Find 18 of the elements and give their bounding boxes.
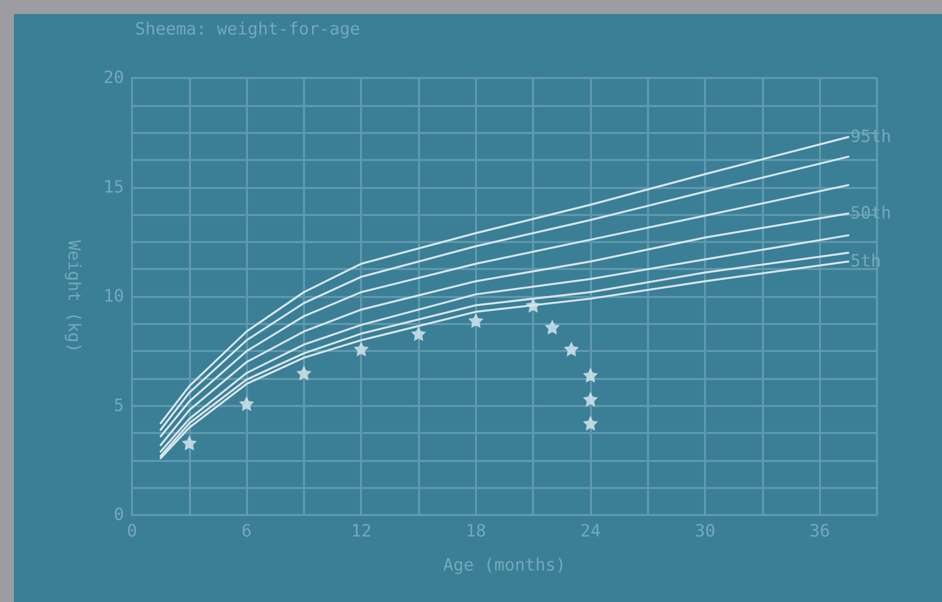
x-tick-label: 24 (580, 522, 601, 542)
y-axis-title: Weight (kg) (64, 240, 84, 353)
y-tick-label: 20 (104, 68, 124, 88)
y-tick-label: 15 (104, 177, 124, 198)
x-tick-label: 0 (126, 522, 138, 542)
x-tick-label: 6 (241, 522, 252, 542)
x-tick-label: 36 (809, 522, 830, 542)
chart-title: Sheema: weight-for-age (135, 20, 360, 40)
x-tick-label: 12 (350, 522, 372, 542)
series-label: 5th (850, 252, 882, 272)
y-tick-label: 5 (114, 396, 124, 416)
series-label: 95th (850, 126, 892, 147)
y-tick-label: 10 (104, 286, 124, 306)
x-tick-label: 30 (694, 522, 716, 542)
x-tick-label: 18 (466, 522, 486, 542)
x-axis-title: Age (months) (443, 556, 566, 576)
series-label: 50th (850, 203, 892, 224)
y-tick-label: 0 (114, 505, 124, 525)
